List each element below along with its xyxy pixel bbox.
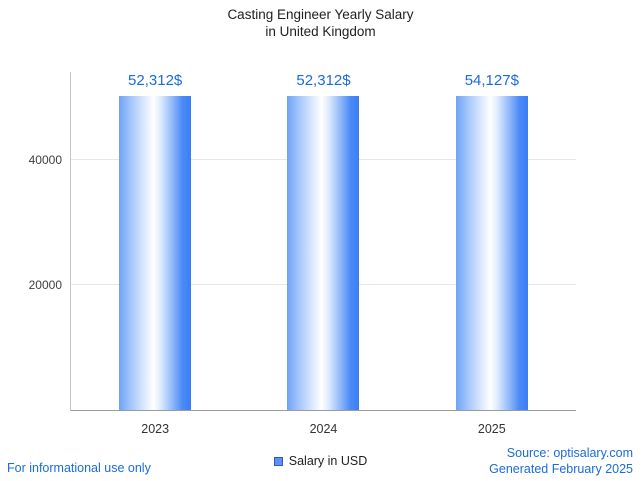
- bar-value-label-2025: 54,127$: [464, 72, 519, 89]
- bar-2024[interactable]: [287, 96, 360, 410]
- bar-group-2024: 52,312$ 2024: [239, 72, 407, 436]
- bar-value-label-2023: 52,312$: [128, 72, 183, 89]
- bar-2023[interactable]: [119, 96, 192, 410]
- legend-label: Salary in USD: [288, 454, 368, 468]
- legend: Salary in USD: [0, 454, 641, 468]
- legend-swatch: [273, 456, 283, 466]
- y-tick-label-20000: 20000: [28, 278, 62, 293]
- bar-group-2025: 54,127$ 2025: [408, 72, 576, 436]
- y-tick-label-40000: 40000: [28, 153, 62, 168]
- plot-area: 20000 40000 52,312$ 2023 52,312$ 2024 54,127$ 2…: [29, 72, 576, 436]
- chart-title-line2: in United Kingdom: [265, 24, 376, 39]
- chart-title: Casting Engineer Yearly Salary in United…: [0, 6, 641, 40]
- bar-2025[interactable]: [455, 96, 528, 410]
- bar-group-2023: 52,312$ 2023: [71, 72, 239, 436]
- x-tick-label-2023: 2023: [141, 422, 170, 436]
- bar-value-label-2024: 52,312$: [296, 72, 351, 89]
- disclaimer-text: For informational use only: [7, 461, 151, 475]
- generated-text: Generated February 2025: [489, 462, 633, 476]
- x-tick-label-2024: 2024: [309, 422, 338, 436]
- x-tick-label-2025: 2025: [477, 422, 506, 436]
- chart-title-line1: Casting Engineer Yearly Salary: [227, 7, 414, 22]
- source-block: Source: optisalary.com Generated Februar…: [489, 445, 633, 477]
- source-link[interactable]: Source: optisalary.com: [506, 446, 633, 460]
